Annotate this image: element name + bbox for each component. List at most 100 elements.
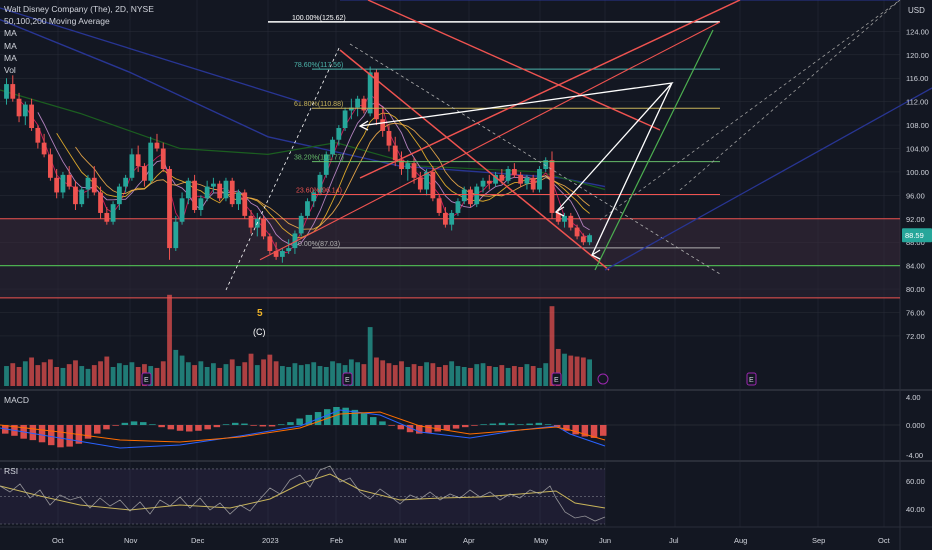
macd-histogram-bar xyxy=(140,422,147,425)
volume-bar xyxy=(160,361,166,386)
candle-body xyxy=(236,192,241,205)
volume-bar xyxy=(405,367,411,386)
candle-body xyxy=(449,212,455,225)
ma-200-label[interactable]: MA xyxy=(4,52,17,63)
volume-bar xyxy=(54,367,60,386)
ma-50-label[interactable]: MA xyxy=(4,28,17,39)
volume-bar xyxy=(10,363,16,386)
volume-bar xyxy=(486,366,492,386)
trend-line xyxy=(339,49,610,271)
candle-body xyxy=(192,180,197,211)
candle-body xyxy=(167,169,172,249)
volume-bar xyxy=(204,367,210,386)
symbol-title[interactable]: Walt Disney Company (The), 2D, NYSE xyxy=(4,4,154,14)
time-tick-label: Aug xyxy=(734,536,747,545)
candle-body xyxy=(348,107,354,111)
macd-histogram-bar xyxy=(232,422,239,425)
macd-histogram-bar xyxy=(572,425,579,435)
macd-histogram-bar xyxy=(379,421,386,425)
earnings-marker-label: E xyxy=(749,377,754,384)
macd-histogram-bar xyxy=(241,423,248,425)
macd-histogram-bar xyxy=(535,422,543,425)
macd-pane-label[interactable]: MACD xyxy=(4,395,30,405)
candle-body xyxy=(223,180,229,199)
volume-bar xyxy=(587,359,593,386)
earnings-marker xyxy=(342,372,353,386)
candle-body xyxy=(123,177,129,187)
candle-body xyxy=(430,171,436,199)
candle-body xyxy=(16,98,22,117)
candle-body xyxy=(273,251,279,257)
volume-bar xyxy=(167,294,172,386)
candle-body xyxy=(85,177,91,190)
macd-histogram-bar xyxy=(544,424,552,425)
chart-legend: Walt Disney Company (The), 2D, NYSE 50,1… xyxy=(4,3,154,76)
macd-histogram-bar xyxy=(351,409,359,425)
time-tick-label: Mar xyxy=(394,536,407,545)
candle-body xyxy=(455,201,461,213)
macd-histogram-bar xyxy=(213,425,221,428)
macd-histogram-bar xyxy=(259,425,267,427)
volume-bar xyxy=(511,366,517,386)
trend-line xyxy=(594,29,714,271)
volume-bar xyxy=(16,367,22,386)
earnings-marker-label: E xyxy=(144,377,149,384)
candle-body xyxy=(79,189,85,205)
candle-body xyxy=(587,235,593,243)
support-zone xyxy=(0,218,900,266)
wave-projection-line xyxy=(349,43,721,275)
candle-body xyxy=(374,72,379,120)
volume-bar xyxy=(468,367,473,386)
macd-histogram-bar xyxy=(406,425,414,433)
volume-label[interactable]: Vol xyxy=(4,65,16,76)
volume-bar xyxy=(110,367,116,386)
macd-histogram-bar xyxy=(397,425,405,430)
macd-histogram-bar xyxy=(498,422,506,425)
candle-body xyxy=(129,154,135,178)
candle-body xyxy=(179,198,185,222)
candle-body xyxy=(330,139,335,155)
macd-histogram-bar xyxy=(333,407,340,425)
volume-bar xyxy=(91,365,97,386)
candle-body xyxy=(185,180,191,199)
volume-bar xyxy=(374,357,379,386)
candle-body xyxy=(417,177,423,190)
candle-body xyxy=(35,128,41,143)
candle-body xyxy=(91,177,97,193)
volume-bar xyxy=(29,357,34,386)
ma-indicator-label[interactable]: 50,100,200 Moving Average xyxy=(4,16,110,27)
candle-body xyxy=(411,163,417,178)
volume-bar xyxy=(135,367,141,386)
volume-bar xyxy=(298,365,304,386)
currency-label: USD xyxy=(908,6,925,15)
candle-body xyxy=(524,177,530,184)
macd-histogram-bar xyxy=(434,425,441,432)
macd-histogram-bar xyxy=(416,425,423,434)
volume-bar xyxy=(311,362,317,386)
volume-bar xyxy=(330,361,335,386)
volume-bar xyxy=(85,368,91,386)
wave-label: 5 xyxy=(257,308,263,319)
candle-body xyxy=(229,180,235,205)
macd-histogram-bar xyxy=(462,425,469,428)
volume-bar xyxy=(267,354,273,386)
macd-histogram-bar xyxy=(149,424,156,425)
candle-body xyxy=(204,186,210,199)
volume-bar xyxy=(154,367,160,386)
volume-bar xyxy=(430,363,436,386)
candle-body xyxy=(142,166,147,181)
candle-body xyxy=(135,154,141,167)
ma-100-label[interactable]: MA xyxy=(4,40,17,51)
arrow-head xyxy=(590,249,601,260)
volume-bar xyxy=(66,364,72,386)
fibonacci-label: 78.60%(117.56) xyxy=(294,62,343,69)
last-price-tag xyxy=(902,228,932,243)
macd-histogram-bar xyxy=(84,425,92,439)
price-tick-label: 112.00 xyxy=(906,98,928,107)
earnings-marker xyxy=(141,372,152,386)
rsi-pane-label[interactable]: RSI xyxy=(4,466,19,476)
macd-signal-line xyxy=(0,411,606,443)
volume-bar xyxy=(317,366,323,386)
volume-bar xyxy=(179,355,185,386)
